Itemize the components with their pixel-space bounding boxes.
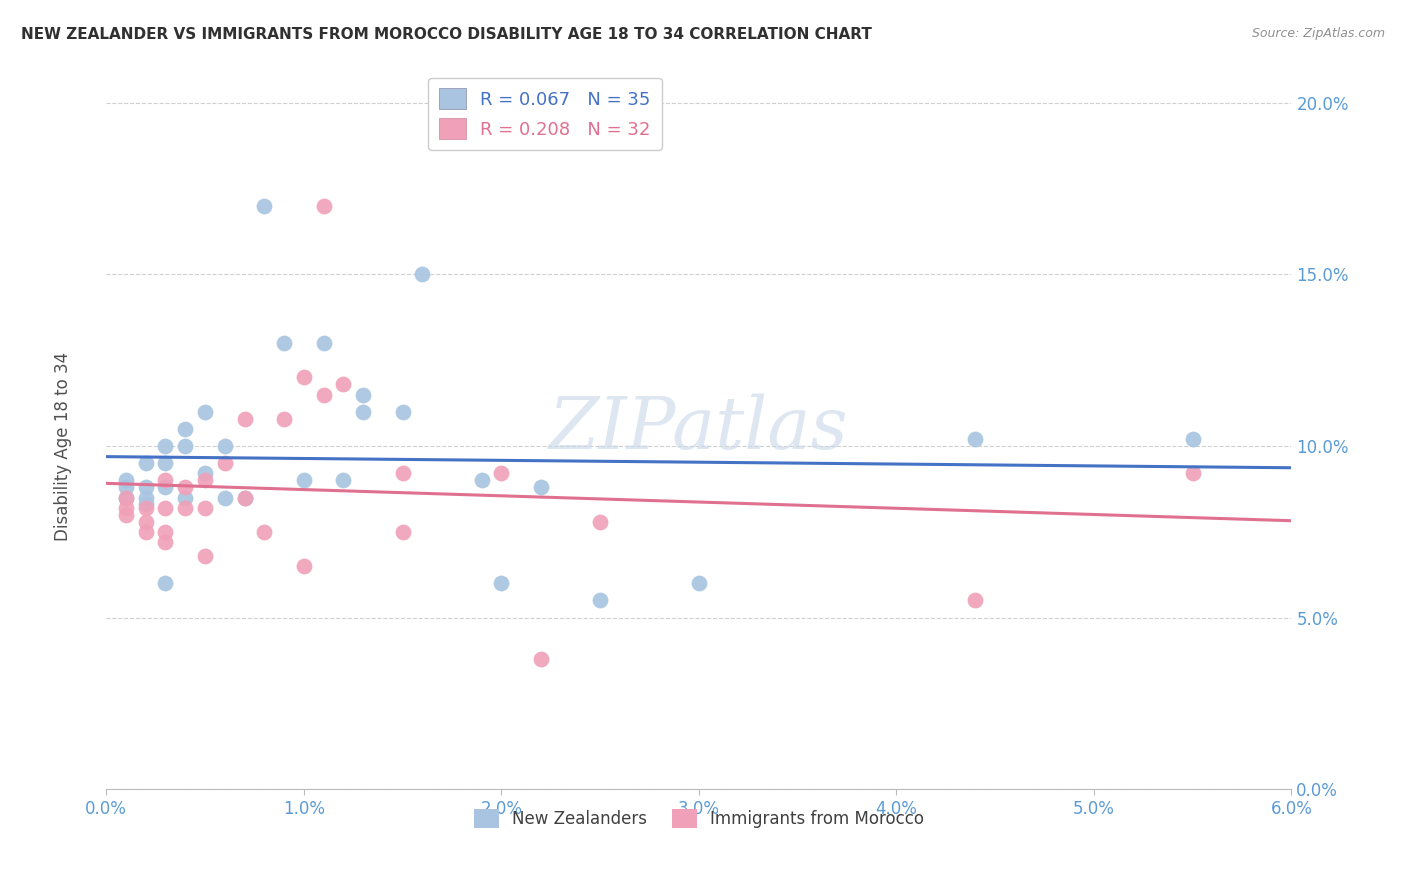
Point [214, 456, 236, 470]
Point [115, 508, 138, 522]
Point [589, 593, 612, 607]
Point [688, 576, 710, 591]
Point [352, 387, 374, 401]
Point [155, 474, 177, 488]
Point [965, 593, 987, 607]
Legend: New Zealanders, Immigrants from Morocco: New Zealanders, Immigrants from Morocco [467, 803, 931, 835]
Point [292, 559, 315, 574]
Point [155, 524, 177, 539]
Point [1181, 432, 1204, 446]
Point [174, 480, 197, 494]
Point [253, 524, 276, 539]
Point [115, 491, 138, 505]
Point [312, 336, 335, 351]
Point [312, 387, 335, 401]
Point [965, 432, 987, 446]
Point [115, 480, 138, 494]
Point [233, 491, 256, 505]
Point [273, 411, 295, 425]
Point [194, 549, 217, 563]
Point [174, 422, 197, 436]
Point [155, 480, 177, 494]
Point [411, 268, 433, 282]
Point [194, 405, 217, 419]
Point [352, 405, 374, 419]
Point [491, 576, 513, 591]
Point [174, 491, 197, 505]
Point [589, 515, 612, 529]
Point [194, 500, 217, 515]
Point [155, 456, 177, 470]
Point [253, 199, 276, 213]
Point [135, 497, 157, 511]
Point [194, 474, 217, 488]
Point [332, 474, 354, 488]
Point [273, 336, 295, 351]
Point [135, 524, 157, 539]
Point [135, 515, 157, 529]
Point [115, 491, 138, 505]
Text: Disability Age 18 to 34: Disability Age 18 to 34 [55, 351, 72, 541]
Point [233, 411, 256, 425]
Point [530, 652, 553, 666]
Point [194, 467, 217, 481]
Point [1181, 467, 1204, 481]
Point [471, 474, 494, 488]
Text: NEW ZEALANDER VS IMMIGRANTS FROM MOROCCO DISABILITY AGE 18 TO 34 CORRELATION CHA: NEW ZEALANDER VS IMMIGRANTS FROM MOROCCO… [21, 27, 872, 42]
Point [332, 377, 354, 392]
Point [135, 480, 157, 494]
Point [491, 467, 513, 481]
Point [115, 500, 138, 515]
Point [233, 491, 256, 505]
Point [312, 199, 335, 213]
Point [292, 474, 315, 488]
Text: Source: ZipAtlas.com: Source: ZipAtlas.com [1251, 27, 1385, 40]
Point [115, 474, 138, 488]
Point [391, 524, 413, 539]
Point [391, 467, 413, 481]
Point [155, 535, 177, 549]
Point [135, 500, 157, 515]
Point [135, 456, 157, 470]
Text: ZIPatlas: ZIPatlas [548, 393, 849, 464]
Point [214, 491, 236, 505]
Point [214, 439, 236, 453]
Point [155, 576, 177, 591]
Point [155, 439, 177, 453]
Point [155, 500, 177, 515]
Point [174, 439, 197, 453]
Point [391, 405, 413, 419]
Point [135, 491, 157, 505]
Point [530, 480, 553, 494]
Point [292, 370, 315, 384]
Point [174, 500, 197, 515]
